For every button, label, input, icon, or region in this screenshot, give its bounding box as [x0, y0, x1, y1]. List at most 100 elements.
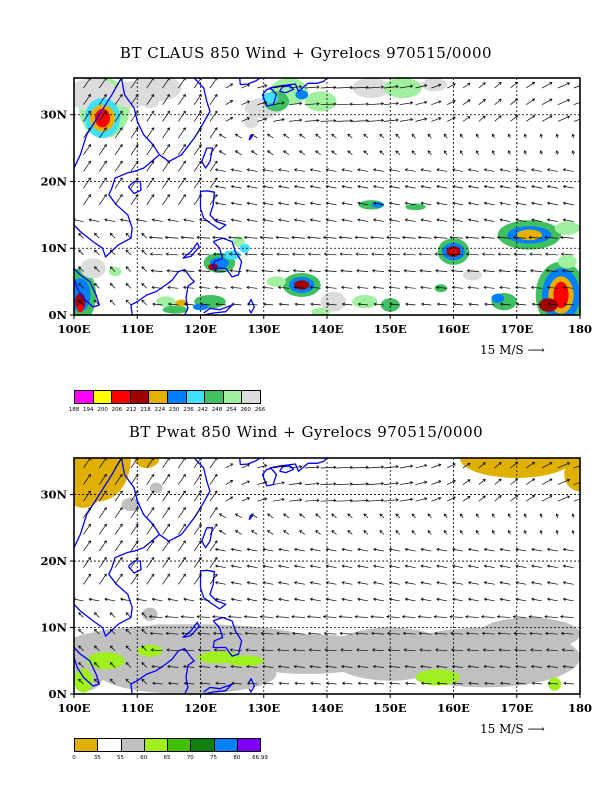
panel1-shaded-region [208, 263, 219, 271]
panel2-shaded-region [121, 497, 141, 512]
panel2-coastline [212, 616, 243, 657]
panel1-y-tick-label: 30N [40, 108, 67, 122]
panel2-coastline [74, 534, 160, 637]
panel1-shaded-region [111, 81, 150, 109]
panel1-coastline [130, 268, 195, 315]
colorbar-swatch [148, 390, 168, 404]
panel1-coastline [127, 180, 142, 195]
panel2-coastline [130, 648, 195, 694]
colorbar-swatch [213, 738, 238, 752]
panel1-shaded-region [491, 292, 517, 311]
panel1-shaded-region [421, 78, 448, 92]
panel1-x-tick-label: 110E [121, 322, 154, 336]
panel2-shaded-region [327, 627, 454, 681]
colorbar-label: 236 [183, 407, 194, 413]
panel1-shaded-region [295, 90, 309, 100]
colorbar-label: 70 [186, 755, 194, 761]
panel2-x-tick-label: 100E [58, 701, 91, 715]
panel1-x-tick-label: 160E [437, 322, 470, 336]
panel1-x-tick-label: 100E [58, 322, 91, 336]
colorbar-label: 200 [97, 407, 108, 413]
panel1-shaded-region [130, 78, 182, 102]
panel1-x-tick-label: 130E [247, 322, 280, 336]
panel1-coastline [248, 134, 254, 141]
panel1-map-background [74, 78, 580, 315]
panel2-shaded-region [415, 669, 460, 686]
colorbar-swatch [129, 390, 150, 404]
panel1-shaded-region [94, 108, 111, 128]
panel1-shaded-region [244, 98, 283, 119]
panel2-x-tick-label: 170E [500, 701, 533, 715]
colorbar-swatch [74, 390, 94, 404]
panel1-y-tick-label: 10N [40, 241, 67, 255]
panel1-shaded-region [554, 221, 580, 235]
panel1-shaded-region [75, 292, 86, 311]
panel1-coastline [74, 154, 160, 258]
panel2-coastline [127, 560, 142, 574]
colorbar-label: 206 [111, 407, 123, 413]
panel1-shaded-region [358, 200, 384, 210]
panel2-shaded-region [137, 644, 163, 657]
panel1-shaded-region [294, 280, 310, 290]
panel2-shaded-region [74, 467, 103, 508]
colorbar-label: 266 [254, 407, 266, 413]
panel1-coastline [240, 78, 261, 86]
panel2-x-tick-label: 140E [311, 701, 344, 715]
panel1-coastline [130, 304, 133, 315]
panel1-coastline [74, 267, 100, 308]
panel2-y-tick-label: 20N [40, 554, 67, 568]
panel1-shaded-region [209, 257, 229, 269]
panel1-coastline [261, 88, 278, 107]
colorbar-swatch [236, 738, 261, 752]
panel1-shaded-region [261, 92, 279, 104]
panel1-shaded-region [194, 294, 226, 309]
colorbar-label: 0 [72, 755, 76, 761]
panel2-colorbar: 0 35 55 60 65 70 75 80 66.99 [72, 738, 268, 764]
colorbar-swatch [167, 390, 187, 404]
panel2-map-background [74, 458, 580, 694]
panel2-shaded-region [459, 458, 574, 478]
colorbar-label: 188 [68, 407, 80, 413]
colorbar-label: 248 [211, 407, 223, 413]
panel1-shaded-region [79, 78, 130, 139]
panel1-x-tick-label: 140E [311, 322, 344, 336]
panel1-shaded-region [203, 252, 236, 273]
panel1-y-tick-label: 20N [40, 174, 67, 188]
panel1-colorbar: 188 194 200 206 212 218 224 230 236 242 248 254 260 2… [69, 390, 265, 416]
panel1-shaded-region [175, 299, 188, 307]
panel1-map-frame [73, 77, 581, 316]
panel1-shaded-region [542, 268, 580, 315]
panel1-shaded-region [289, 276, 315, 293]
panel2-coastline [240, 458, 261, 466]
panel1-x-tick-label: 170E [500, 322, 533, 336]
panel1-shaded-region [538, 298, 558, 312]
colorbar-swatch [74, 738, 99, 752]
colorbar-swatch [241, 390, 261, 404]
panel1-shaded-region [311, 307, 331, 315]
panel1-shaded-region [74, 268, 97, 315]
panel2-coastline [74, 647, 100, 687]
colorbar-label: 66.99 [252, 755, 268, 761]
panel1-shaded-region [507, 226, 552, 244]
panel1-shaded-region [405, 203, 426, 211]
colorbar-label: 65 [163, 755, 171, 761]
panel1-shaded-region [89, 104, 116, 132]
panel1-shaded-region [383, 78, 422, 99]
panel2-reference-vector: 15 M/S ⟶ [480, 722, 545, 736]
panel1-shaded-region [462, 269, 482, 281]
panel2-x-tick-label: 110E [121, 701, 154, 715]
panel1-shaded-region [516, 229, 543, 241]
panel1-shaded-region [192, 303, 209, 311]
colorbar-label: 260 [240, 407, 251, 413]
panel1-coastline [247, 298, 255, 314]
panel2-coastline [201, 527, 214, 549]
panel1-title: BT CLAUS 850 Wind + Gyrelocs 970515/0000 [119, 44, 493, 62]
panel2-shaded-region [137, 624, 188, 645]
panel1-x-tick-label: 180 [568, 322, 592, 336]
panel1-shaded-region [497, 220, 562, 250]
panel1-shaded-region [535, 261, 580, 315]
panel2-y-tick-label: 30N [40, 488, 67, 502]
panel2-shaded-region [99, 654, 277, 694]
colorbar-swatch [143, 738, 168, 752]
panel1-shaded-region [162, 305, 188, 314]
